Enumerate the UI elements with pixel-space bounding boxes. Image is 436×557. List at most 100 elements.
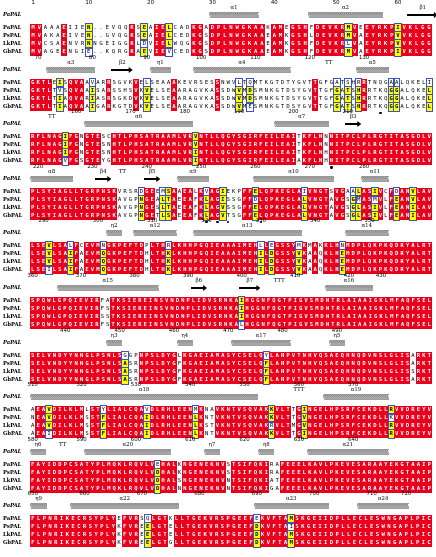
residue: L [63,431,67,438]
alignment-column: T [149,157,155,166]
residue: N [308,407,312,414]
residue: N [101,188,105,195]
alignment-column: K [115,321,122,329]
alignment-column: N [78,375,85,384]
alignment-column: L [355,157,362,166]
alignment-column: V [83,313,89,321]
residue: R [155,134,160,141]
residue: V [367,376,372,383]
alignment-column: A [225,266,231,275]
alignment-column: K [263,414,270,423]
alignment-column: S [40,211,47,220]
residue: Q [204,243,209,250]
residue: Q [367,267,372,274]
residue: H [351,79,355,86]
residue: L [270,368,274,375]
residue: S [340,415,345,422]
alignment-column: K [176,266,183,275]
residue: F [74,267,78,274]
residue: L [31,251,35,258]
residue: L [160,211,166,220]
alignment-column: S [285,258,291,267]
residue: N [318,150,323,157]
residue: L [414,41,419,47]
alignment-column: E [421,321,427,329]
alignment-column: G [123,32,129,40]
alignment-column: E [166,95,171,103]
residue: L [427,322,431,328]
alignment-column: Y [231,351,237,360]
residue: W [47,322,51,328]
residue: E [87,49,91,55]
alignment-column: Q [40,297,47,305]
residue: R [253,150,258,157]
alignment-column: Q [410,103,415,111]
residue: T [291,415,296,422]
alignment-column: T [165,195,172,205]
residue: G [313,415,317,422]
alignment-column: G [410,149,416,158]
alignment-column: L [46,78,52,87]
residue: V [313,352,317,359]
alignment-column: L [122,149,128,158]
alignment-column: H [160,250,166,259]
residue: D [315,49,320,55]
residue: V [134,95,138,102]
alignment-column: L [111,367,117,376]
residue: S [346,196,350,203]
residue: K [384,259,388,266]
residue: N [101,212,105,219]
residue: F [248,212,252,219]
residue: F [128,243,133,250]
alignment-column: V [214,406,221,415]
alignment-column: I [72,313,79,321]
residue: Q [318,368,323,375]
residue: L [280,407,285,414]
secondary-structure-track: α18 TTT α19 [30,387,432,405]
residue: Y [291,243,296,250]
alignment-column: V [198,103,203,111]
alignment-column: M [95,242,101,251]
alignment-column: K [190,24,197,32]
sequence-row: PsPAL S E L V N D Y Y N N G L P S N L S A S R N P S L D Y G F K G A E I A M… [0,358,436,369]
alignment-column: S [106,211,112,220]
alignment-column: G [128,212,133,220]
residue: A [362,196,366,203]
residue: L [427,298,431,304]
alignment-column: H [334,266,340,275]
residue: C [351,142,355,149]
residue: V [183,158,187,165]
alignment-column: E [198,351,204,360]
alignment-column: L [290,187,297,196]
residue: V [367,352,372,359]
residue: D [416,134,421,141]
residue: L [280,431,285,438]
alignment-column: W [226,79,231,87]
residue: L [355,211,362,220]
alignment-column: A [42,48,48,56]
alignment-column: G [255,297,261,305]
alignment-column: N [264,103,269,111]
residue: E [416,431,421,438]
alignment-column: L [355,133,362,142]
residue: I [89,86,96,95]
residue: I [352,322,356,328]
residue: G [96,103,100,110]
alignment-column: L [171,406,177,415]
alignment-column: F [388,211,394,220]
residue: G [297,407,301,414]
alignment-column: K [182,367,188,376]
residue: V [123,79,127,86]
residue: R [362,95,366,102]
alignment-column: M [344,47,353,57]
residue: M [172,158,176,165]
residue: N [74,352,78,359]
alignment-column: R [376,40,383,48]
alignment-column: Q [383,87,388,95]
alignment-column: T [40,78,47,87]
alignment-column: T [154,242,161,251]
alignment-column: A [296,203,302,212]
alignment-column: A [410,250,416,259]
residue: L [155,95,160,102]
